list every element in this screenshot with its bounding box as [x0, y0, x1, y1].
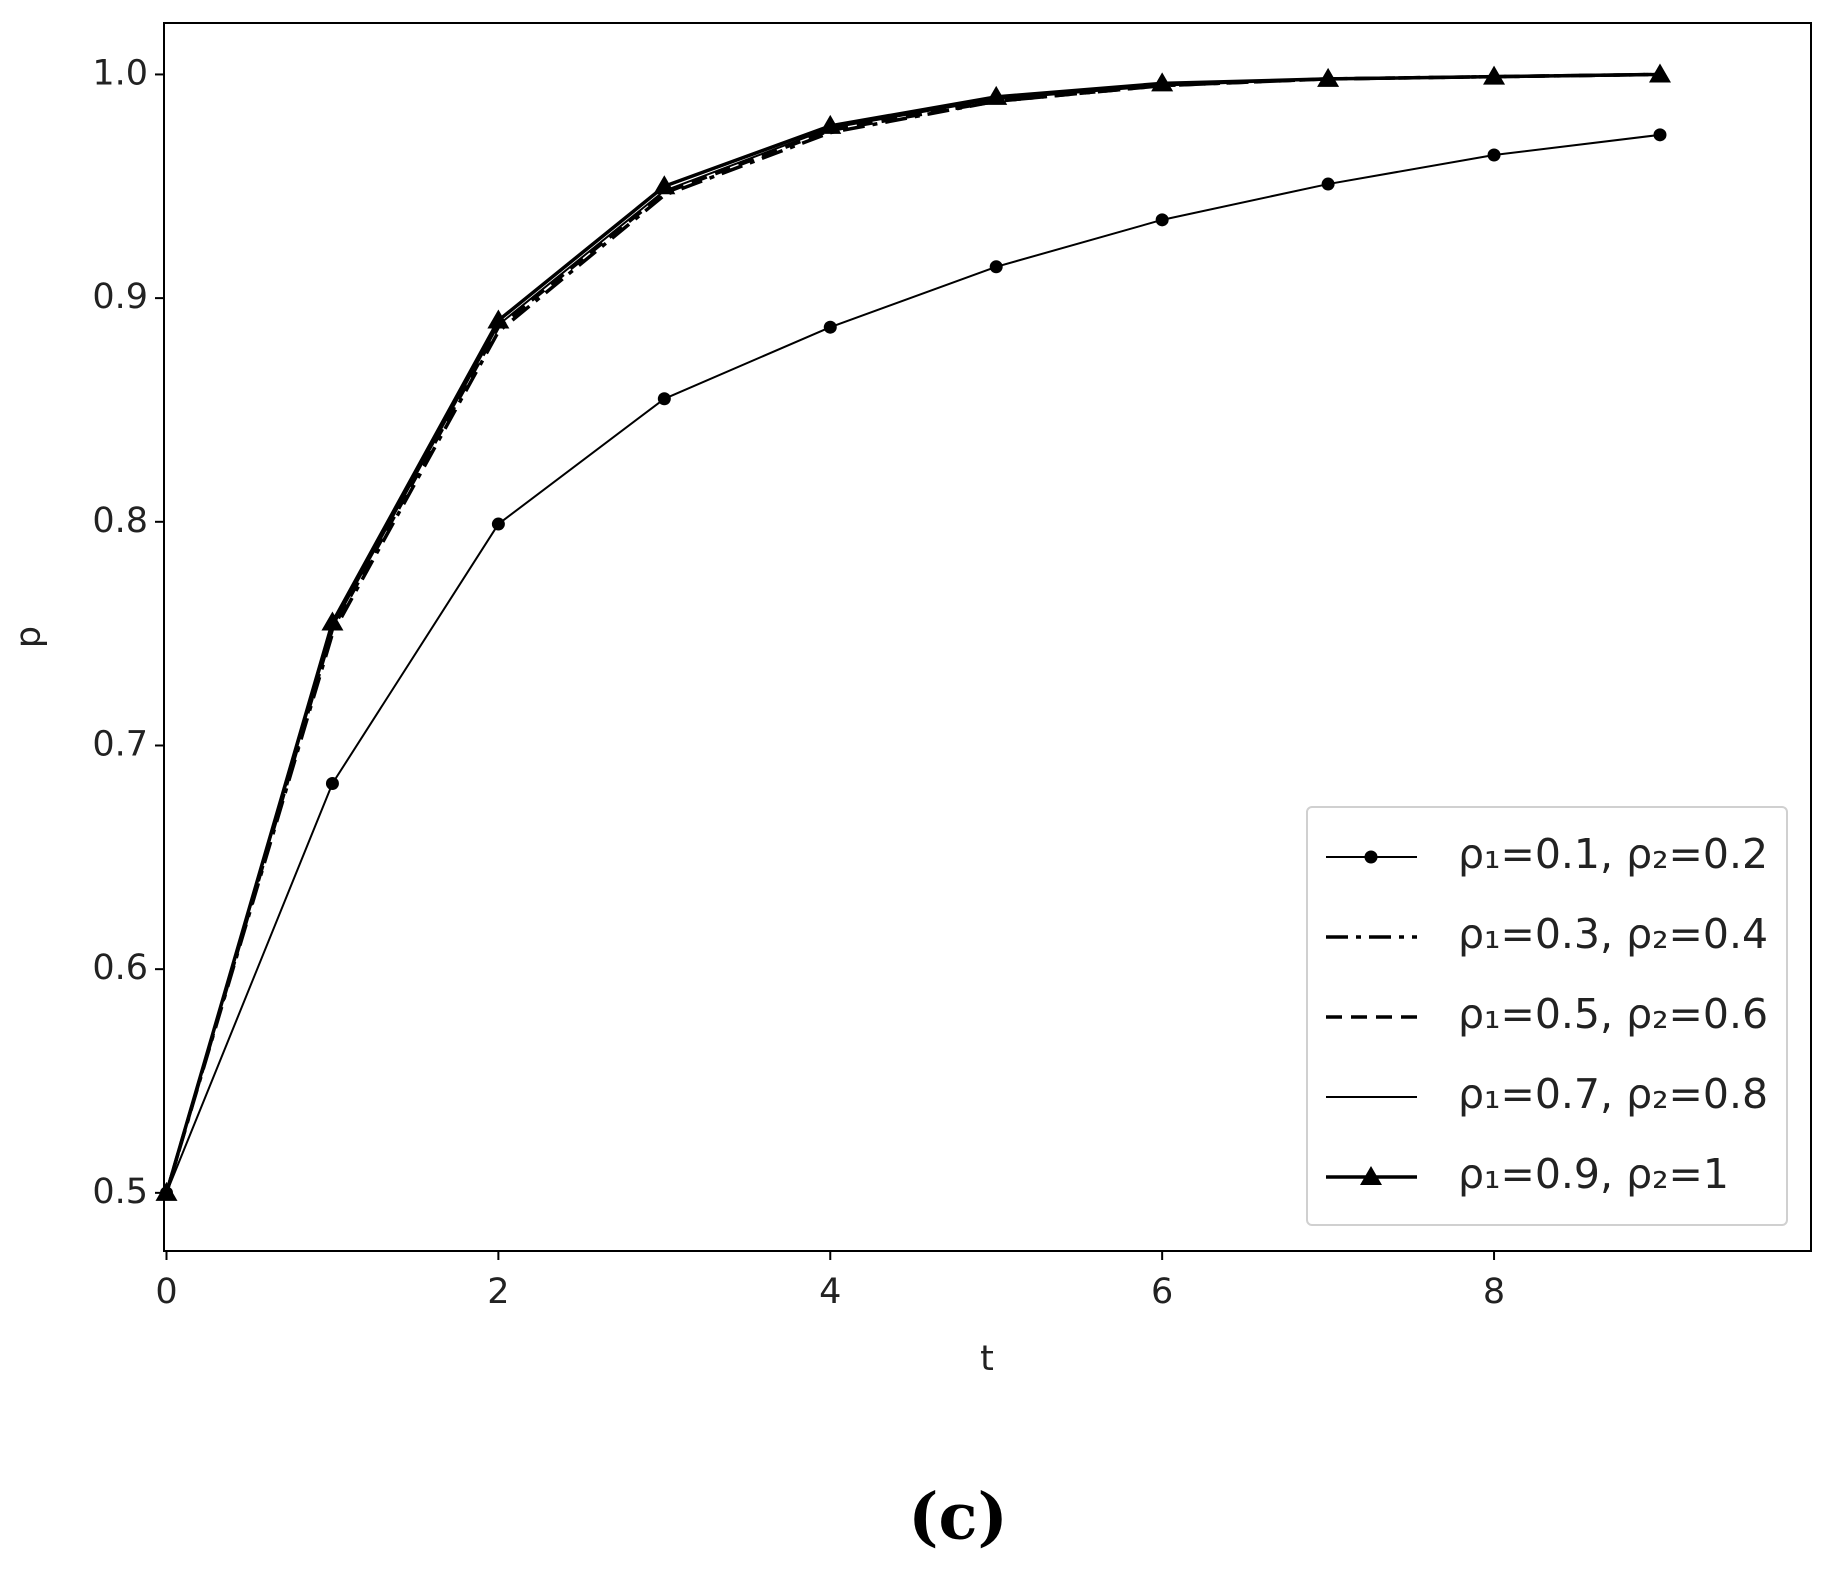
- legend-label: ρ₁=0.3, ρ₂=0.4: [1458, 910, 1768, 958]
- marker: [819, 114, 842, 134]
- legend-box: [1306, 806, 1788, 1226]
- data-line: [164, 72, 1661, 1194]
- y-tick-label: 0.8: [92, 501, 148, 541]
- marker: [1321, 177, 1335, 191]
- y-tick-label: 0.9: [92, 277, 148, 317]
- x-tick-label: 8: [1483, 1272, 1505, 1312]
- marker: [985, 85, 1008, 105]
- marker: [1648, 63, 1671, 83]
- y-tick-label: 1.0: [92, 53, 148, 93]
- legend-label: ρ₁=0.1, ρ₂=0.2: [1458, 830, 1768, 878]
- caption: (c): [908, 1480, 1008, 1555]
- y-tick-label: 0.6: [92, 948, 148, 988]
- marker: [1487, 148, 1501, 162]
- x-tick-label: 0: [155, 1272, 177, 1312]
- marker: [1360, 1166, 1382, 1185]
- marker: [1155, 213, 1169, 227]
- marker: [823, 320, 837, 334]
- x-tick-label: 4: [819, 1272, 841, 1312]
- marker: [1364, 850, 1378, 864]
- data-line: [165, 133, 1661, 1194]
- plot-frame: [163, 22, 1812, 1252]
- marker: [657, 392, 671, 406]
- marker: [321, 611, 344, 631]
- marker: [1151, 72, 1174, 92]
- x-tick-label: 6: [1151, 1272, 1173, 1312]
- legend-label: ρ₁=0.7, ρ₂=0.8: [1458, 1070, 1768, 1118]
- marker: [325, 777, 339, 791]
- y-tick-label: 0.5: [92, 1172, 148, 1212]
- marker: [487, 309, 510, 329]
- marker: [1483, 65, 1506, 85]
- marker: [653, 175, 676, 195]
- x-axis-label: t: [980, 1339, 994, 1379]
- marker: [1317, 67, 1340, 87]
- legend-label: ρ₁=0.9, ρ₂=1: [1458, 1150, 1729, 1198]
- marker: [155, 1181, 178, 1201]
- marker: [491, 517, 505, 531]
- marker: [989, 260, 1003, 274]
- legend-label: ρ₁=0.5, ρ₂=0.6: [1458, 990, 1768, 1038]
- y-tick-label: 0.7: [92, 724, 148, 764]
- x-tick-label: 2: [487, 1272, 509, 1312]
- y-axis-label: p: [9, 626, 49, 648]
- marker: [1653, 128, 1667, 142]
